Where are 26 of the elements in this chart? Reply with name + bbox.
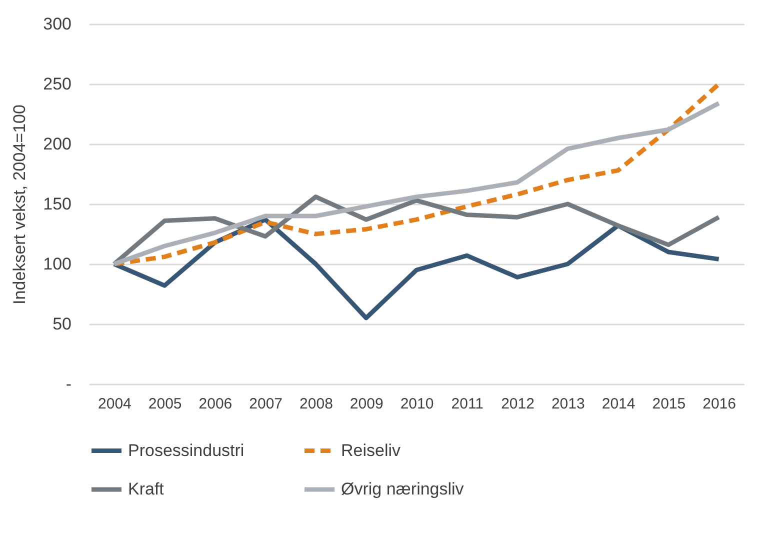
x-tick-label: 2010 — [400, 396, 434, 412]
x-tick-label: 2004 — [98, 396, 132, 412]
x-tick-label: 2015 — [652, 396, 686, 412]
x-tick-label: 2005 — [148, 396, 182, 412]
x-tick-label: 2008 — [300, 396, 333, 412]
y-tick-label: 250 — [43, 74, 72, 94]
legend-label: Kraft — [128, 480, 164, 498]
x-tick-label: 2013 — [551, 396, 585, 412]
y-axis-title: Indeksert vekst, 2004=100 — [10, 104, 30, 304]
y-tick-label: 50 — [52, 314, 72, 334]
x-tick-label: 2012 — [501, 396, 534, 412]
y-tick-label: 200 — [43, 134, 72, 154]
x-tick-label: 2016 — [702, 396, 736, 412]
x-tick-label: 2006 — [198, 396, 232, 412]
legend-label: Øvrig næringsliv — [341, 480, 464, 498]
legend-label: Reiseliv — [341, 440, 402, 460]
y-tick-label: 300 — [43, 14, 72, 34]
y-tick-label: - — [66, 374, 72, 394]
x-tick-label: 2011 — [451, 396, 484, 412]
x-tick-label: 2007 — [249, 396, 283, 412]
x-tick-label: 2014 — [602, 396, 636, 412]
legend-label: Prosessindustri — [128, 440, 244, 460]
line-series — [112, 194, 722, 266]
y-tick-label: 100 — [43, 254, 72, 274]
x-tick-label: 2009 — [350, 396, 384, 412]
y-tick-label: 150 — [43, 194, 72, 214]
